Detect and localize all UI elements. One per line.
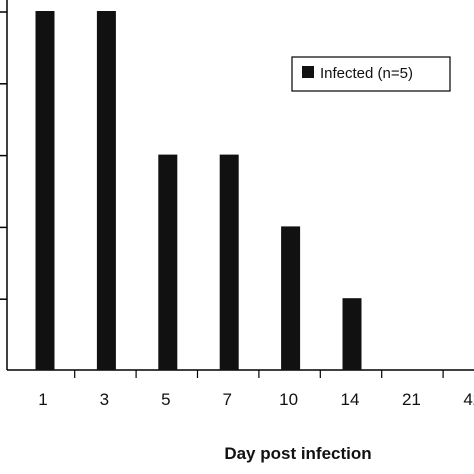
x-ticks [74, 370, 444, 378]
bar-day-1 [35, 11, 55, 370]
legend: Infected (n=5) [291, 56, 451, 92]
bar-day-3 [96, 11, 116, 370]
x-tick-label: 21 [402, 390, 421, 409]
x-tick-label: 10 [279, 390, 298, 409]
x-tick-label: 7 [222, 390, 231, 409]
x-tick-labels: 1 3 5 7 10 14 21 42 [38, 390, 474, 409]
x-tick-label: 5 [161, 390, 170, 409]
legend-label: Infected (n=5) [320, 65, 413, 82]
bar-day-10 [281, 226, 301, 370]
x-tick-label: 42 [463, 390, 474, 409]
bar-day-7 [219, 154, 239, 370]
bars [35, 11, 362, 370]
y-ticks [0, 11, 7, 300]
bar-day-5 [158, 154, 178, 370]
legend-swatch [302, 66, 314, 78]
axes [6, 0, 474, 371]
x-tick-label: 1 [38, 390, 47, 409]
x-tick-label: 3 [100, 390, 109, 409]
legend-box [291, 56, 451, 92]
x-tick-label: 14 [341, 390, 360, 409]
x-axis-label: Day post infection [224, 444, 371, 463]
bar-day-14 [342, 298, 362, 370]
